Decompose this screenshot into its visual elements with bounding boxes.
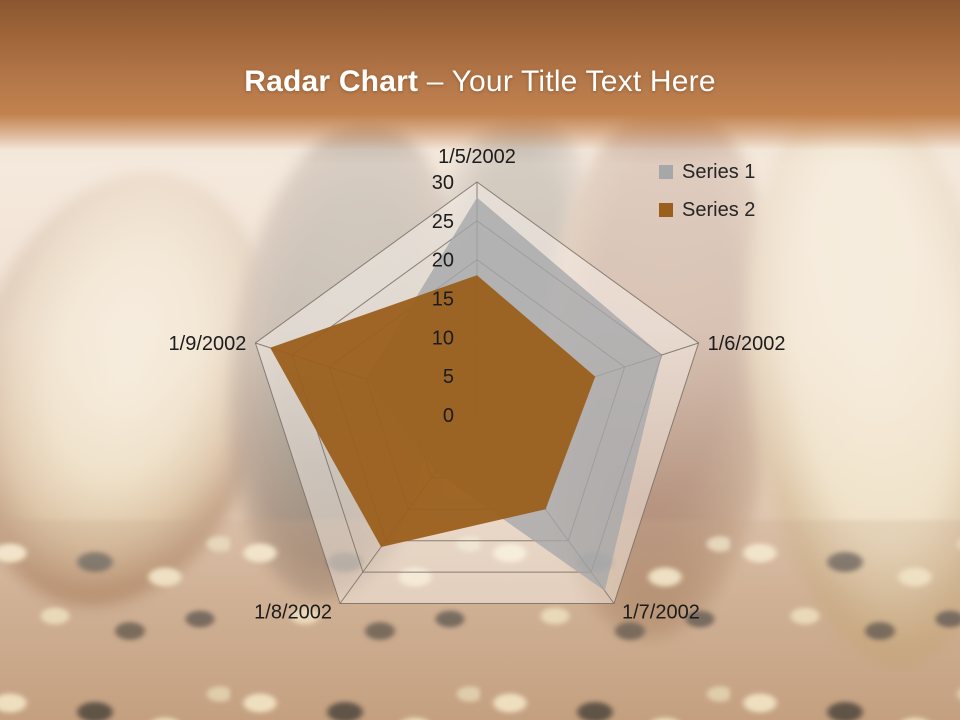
legend-label-series-2: Series 2 <box>682 198 756 221</box>
category-label: 1/7/2002 <box>622 602 700 624</box>
tick-label: 20 <box>432 250 454 272</box>
tick-label: 25 <box>432 211 454 233</box>
legend-item-series-2[interactable]: Series 2 <box>659 199 755 221</box>
tick-label: 15 <box>432 289 454 311</box>
title-rest: Your Title Text Here <box>451 65 716 98</box>
tick-label: 10 <box>432 327 454 349</box>
grid-ring <box>254 181 700 604</box>
legend-label-series-1: Series 1 <box>682 160 756 183</box>
title-banner <box>0 0 960 150</box>
slide-title[interactable]: Radar Chart – Your Title Text Here <box>0 64 960 99</box>
legend-swatch-series-1 <box>659 165 673 179</box>
title-emphasis: Radar Chart <box>244 65 419 98</box>
category-label: 1/5/2002 <box>438 146 516 168</box>
category-label: 1/9/2002 <box>169 333 247 355</box>
title-separator: – <box>418 65 452 98</box>
tick-label: 30 <box>432 172 454 194</box>
series-polygon-2[interactable] <box>270 275 596 547</box>
tick-label: 0 <box>443 405 454 427</box>
legend-swatch-series-2 <box>659 203 673 217</box>
tick-label: 5 <box>443 366 454 388</box>
category-label: 1/6/2002 <box>708 333 786 355</box>
legend-item-series-1[interactable]: Series 1 <box>659 161 755 183</box>
chart-legend[interactable]: Series 1 Series 2 <box>659 161 755 237</box>
category-label: 1/8/2002 <box>254 602 332 624</box>
